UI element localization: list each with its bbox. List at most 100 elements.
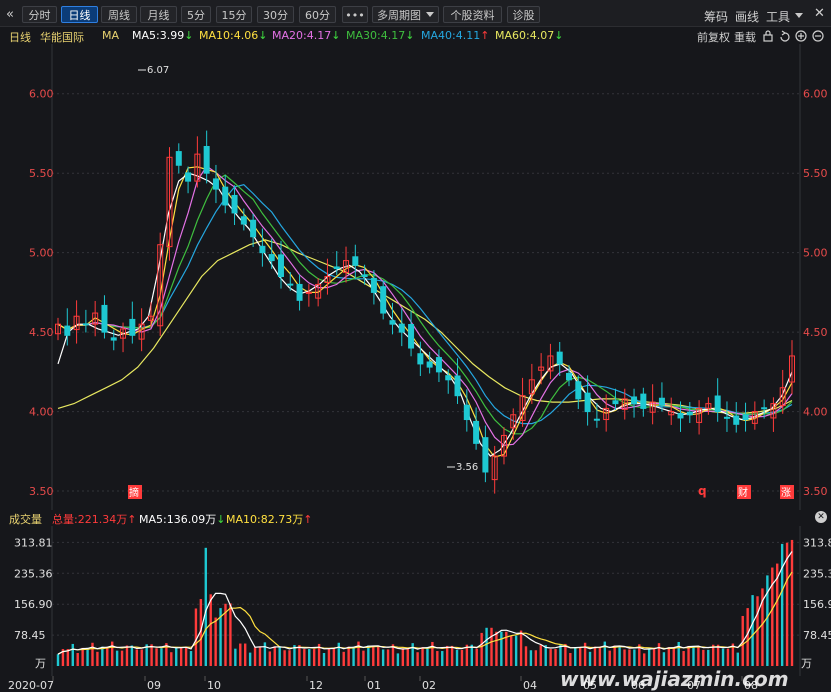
tools-caret-icon[interactable] xyxy=(795,13,803,18)
volume-bar xyxy=(179,647,183,666)
volume-bar xyxy=(490,627,493,666)
date-label: 2020-07 xyxy=(8,679,54,692)
volume-bar xyxy=(120,650,124,666)
volume-bar xyxy=(342,651,345,666)
volume-bar xyxy=(352,646,355,666)
multi-period-dropdown[interactable]: 多周期图 xyxy=(372,6,439,23)
date-label: 08 xyxy=(744,679,758,692)
candle-body xyxy=(482,437,489,473)
volume-bar xyxy=(677,641,680,666)
tab-5min[interactable]: 5分 xyxy=(181,6,211,23)
tab-daily[interactable]: 日线 xyxy=(61,6,98,23)
price-tick-right: 3.50 xyxy=(803,485,828,498)
back-icon[interactable]: « xyxy=(6,7,14,22)
volume-bar xyxy=(421,647,424,666)
tab-15min[interactable]: 15分 xyxy=(216,6,252,23)
candle-body xyxy=(603,407,610,421)
event-marker-cai[interactable]: 财 xyxy=(737,485,751,499)
price-tick-right: 4.00 xyxy=(803,406,828,419)
volume-bar xyxy=(327,647,331,666)
volume-bar xyxy=(707,649,710,666)
candle-body xyxy=(723,416,730,419)
price-tick-left: 6.00 xyxy=(29,88,54,101)
volume-bar xyxy=(608,650,611,666)
date-label: 01 xyxy=(367,679,381,692)
chips-button[interactable]: 筹码 xyxy=(704,10,729,24)
more-periods-button[interactable]: ••• xyxy=(342,6,368,23)
volume-bar xyxy=(431,641,434,666)
tab-minute[interactable]: 分时 xyxy=(22,6,57,23)
event-marker-q[interactable]: q xyxy=(698,484,707,498)
lock-icon[interactable] xyxy=(763,30,773,42)
volume-close-icon[interactable]: ✕ xyxy=(815,511,827,523)
diagnose-button[interactable]: 诊股 xyxy=(507,6,540,23)
volume-bar xyxy=(697,645,700,666)
tab-weekly[interactable]: 周线 xyxy=(101,6,137,23)
volume-bar xyxy=(470,644,473,666)
volume-tick-left: 156.90 xyxy=(14,598,53,611)
volume-bar xyxy=(322,653,326,666)
volume-bar xyxy=(115,650,119,666)
volume-bar xyxy=(780,543,784,666)
volume-bar xyxy=(106,646,109,666)
volume-bar xyxy=(150,644,153,666)
volume-bar xyxy=(71,643,74,666)
candle-body xyxy=(668,411,675,416)
watermark: www.wajiazmin.com xyxy=(560,667,789,691)
adjust-button[interactable]: 前复权 xyxy=(697,31,730,44)
draw-line-button[interactable]: 画线 xyxy=(735,10,760,24)
volume-bar xyxy=(652,648,656,666)
volume-bar xyxy=(76,653,79,666)
tab-30min[interactable]: 30分 xyxy=(257,6,294,23)
vol-ma5: MA5:136.09万↓ xyxy=(139,513,226,526)
candle-body xyxy=(157,244,164,327)
zoom-in-icon[interactable] xyxy=(795,30,807,42)
volume-bars xyxy=(56,539,794,666)
undo-icon[interactable] xyxy=(780,30,790,42)
volume-bar xyxy=(731,643,735,666)
max-price-label: 6.07 xyxy=(147,65,169,76)
volume-bar xyxy=(785,542,789,666)
tools-button[interactable]: 工具 xyxy=(766,10,791,24)
volume-bar xyxy=(505,631,508,666)
vol-ma10: MA10:82.73万↑ xyxy=(226,513,313,526)
reset-button[interactable]: 重载 xyxy=(734,31,756,44)
volume-bar xyxy=(362,650,365,666)
volume-bar xyxy=(544,645,547,666)
candle-body xyxy=(779,387,786,407)
candle-body xyxy=(612,400,619,405)
event-marker-zhang[interactable]: 涨 xyxy=(780,485,794,499)
volume-bar xyxy=(593,646,597,666)
price-chart[interactable]: 6.00 5.50 5.00 4.50 4.00 3.50 6.00 5.50 5.00 4.5… xyxy=(0,44,831,510)
price-axis-left: 6.00 5.50 5.00 4.50 4.00 3.50 xyxy=(29,88,54,498)
event-marker-left[interactable]: 摘 xyxy=(128,485,142,499)
date-label: 02 xyxy=(422,679,436,692)
close-icon[interactable]: ✕ xyxy=(814,6,825,21)
stock-info-button[interactable]: 个股资料 xyxy=(443,6,502,23)
candle-body xyxy=(500,434,507,457)
volume-tick-right: 78.45 xyxy=(803,629,831,642)
volume-bar xyxy=(495,631,498,666)
zoom-out-icon[interactable] xyxy=(812,30,824,42)
volume-bar xyxy=(386,649,390,666)
ma-label[interactable]: MA xyxy=(102,29,120,42)
candle-body xyxy=(445,375,452,381)
volume-bar xyxy=(588,651,592,666)
tab-60min[interactable]: 60分 xyxy=(299,6,336,23)
ma40-value: MA40:4.11↑ xyxy=(421,29,490,42)
volume-bar xyxy=(312,649,316,666)
volume-bar xyxy=(263,642,267,666)
volume-bar xyxy=(332,647,336,666)
candle-body xyxy=(463,404,470,421)
price-tick-left: 4.00 xyxy=(29,406,54,419)
volume-tick-right: 156.90 xyxy=(803,598,831,611)
candle-body xyxy=(259,245,266,254)
volume-bar xyxy=(569,653,572,666)
candle-body xyxy=(761,407,768,410)
volume-bar xyxy=(564,643,567,666)
max-price-marker: 6.07 xyxy=(138,65,169,76)
volume-bar xyxy=(184,647,188,666)
tab-monthly[interactable]: 月线 xyxy=(140,6,177,23)
ma5-line xyxy=(57,172,793,457)
volume-chart[interactable]: 313.81 313.81 235.36 235.36 156.90 156.90 78.4… xyxy=(0,526,831,692)
